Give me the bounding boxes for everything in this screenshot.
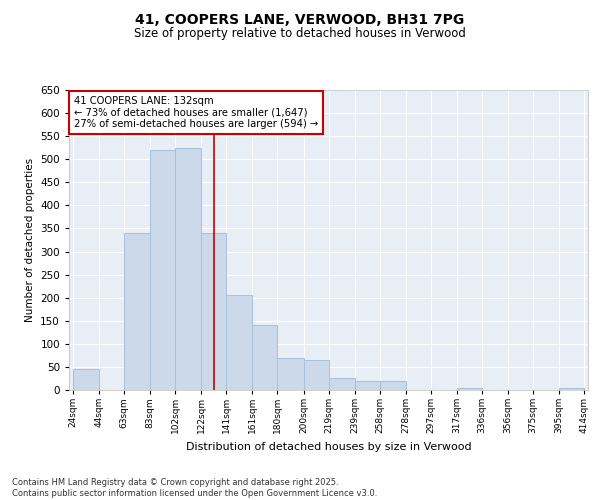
Text: 41, COOPERS LANE, VERWOOD, BH31 7PG: 41, COOPERS LANE, VERWOOD, BH31 7PG <box>136 12 464 26</box>
Bar <box>277 358 304 390</box>
Bar <box>380 381 406 390</box>
Bar <box>304 360 329 390</box>
Bar <box>457 388 482 390</box>
Bar <box>253 326 277 390</box>
Bar <box>329 378 355 390</box>
Bar <box>150 150 175 390</box>
Y-axis label: Number of detached properties: Number of detached properties <box>25 158 35 322</box>
Bar <box>175 148 202 390</box>
Text: 41 COOPERS LANE: 132sqm
← 73% of detached houses are smaller (1,647)
27% of semi: 41 COOPERS LANE: 132sqm ← 73% of detache… <box>74 96 319 128</box>
Bar <box>559 388 584 390</box>
Text: Contains HM Land Registry data © Crown copyright and database right 2025.
Contai: Contains HM Land Registry data © Crown c… <box>12 478 377 498</box>
Bar <box>226 296 253 390</box>
Text: Size of property relative to detached houses in Verwood: Size of property relative to detached ho… <box>134 28 466 40</box>
Bar <box>355 381 380 390</box>
Bar <box>202 233 226 390</box>
Bar <box>73 369 99 390</box>
Bar <box>124 233 150 390</box>
X-axis label: Distribution of detached houses by size in Verwood: Distribution of detached houses by size … <box>185 442 472 452</box>
